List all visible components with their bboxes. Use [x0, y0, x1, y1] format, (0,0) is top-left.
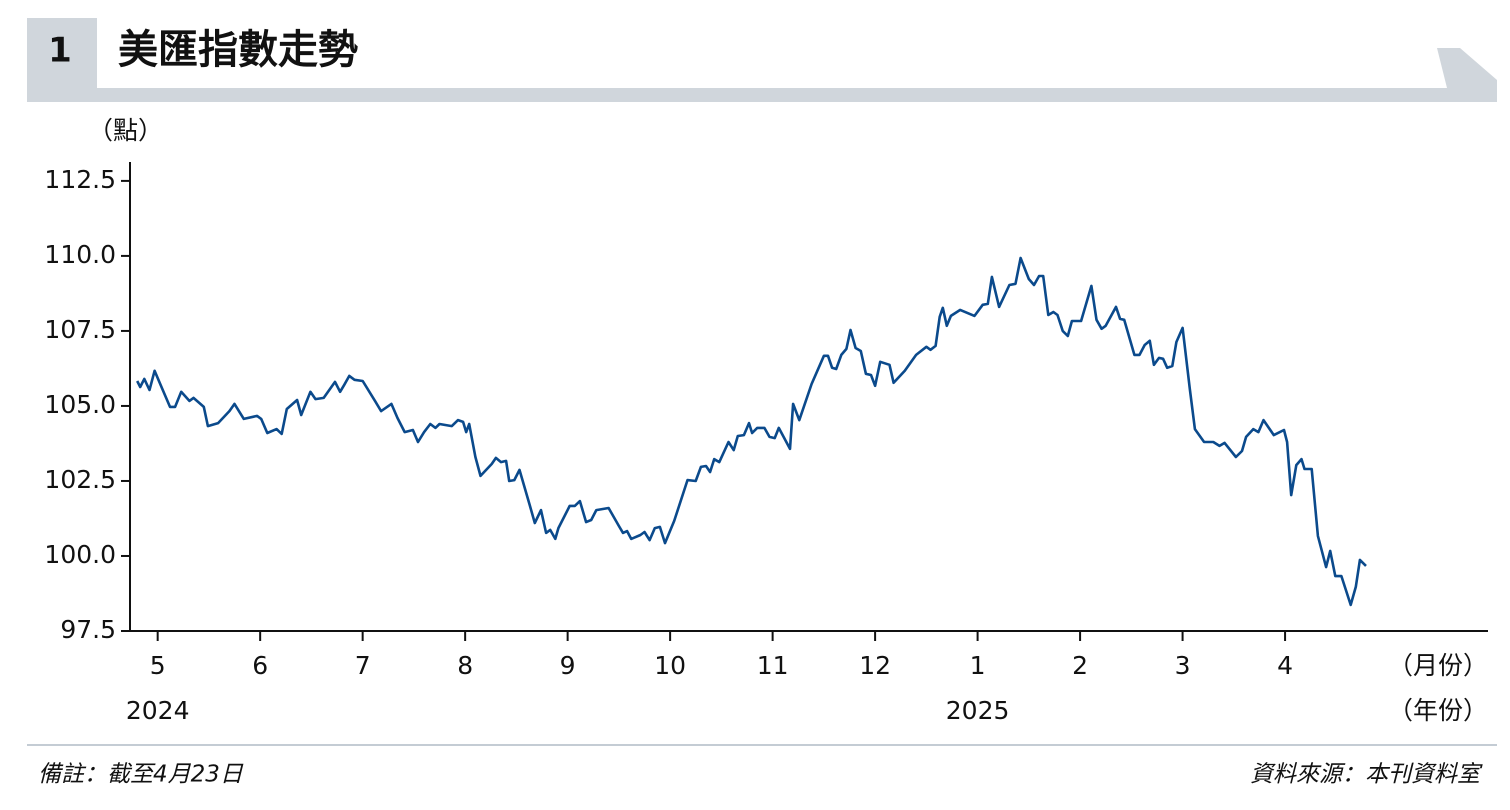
y-tick-label: 105.0: [44, 390, 116, 419]
x-tick-label: 2: [1072, 651, 1088, 680]
badge: 1: [48, 31, 72, 71]
y-tick-label: 110.0: [44, 240, 116, 269]
header-strip: [27, 88, 1497, 102]
series-line: [136, 256, 1367, 607]
y-tick-label: 107.5: [44, 315, 116, 344]
header-tab: [1437, 48, 1497, 88]
x-tick-label: 1: [970, 651, 986, 680]
x-group-label: 2024: [126, 696, 190, 725]
x-tick-label: 10: [654, 651, 686, 680]
chart-title: 美匯指數走勢: [118, 27, 358, 73]
x-tick-label: 3: [1175, 651, 1191, 680]
x-group-label: 2025: [946, 696, 1010, 725]
x-tick-label: 5: [150, 651, 166, 680]
y-tick-label: 102.5: [44, 465, 116, 494]
x-tick-label: 8: [457, 651, 473, 680]
x-group-unit: （年份）: [1388, 696, 1488, 725]
x-tick-label: 7: [355, 651, 371, 680]
x-tick-label: 12: [859, 651, 891, 680]
note: 備註：截至4月23日: [38, 762, 244, 788]
y-tick-label: 112.5: [44, 165, 116, 194]
x-tick-label: 4: [1277, 651, 1293, 680]
x-tick-label: 11: [757, 651, 789, 680]
y-tick-label: 97.5: [60, 615, 116, 644]
x-tick-label: 6: [252, 651, 268, 680]
source: 資料來源：本刊資料室: [1250, 762, 1483, 788]
x-unit: （月份）: [1388, 651, 1488, 680]
x-tick-label: 9: [560, 651, 576, 680]
y-unit: （點）: [88, 116, 163, 145]
y-tick-label: 100.0: [44, 540, 116, 569]
